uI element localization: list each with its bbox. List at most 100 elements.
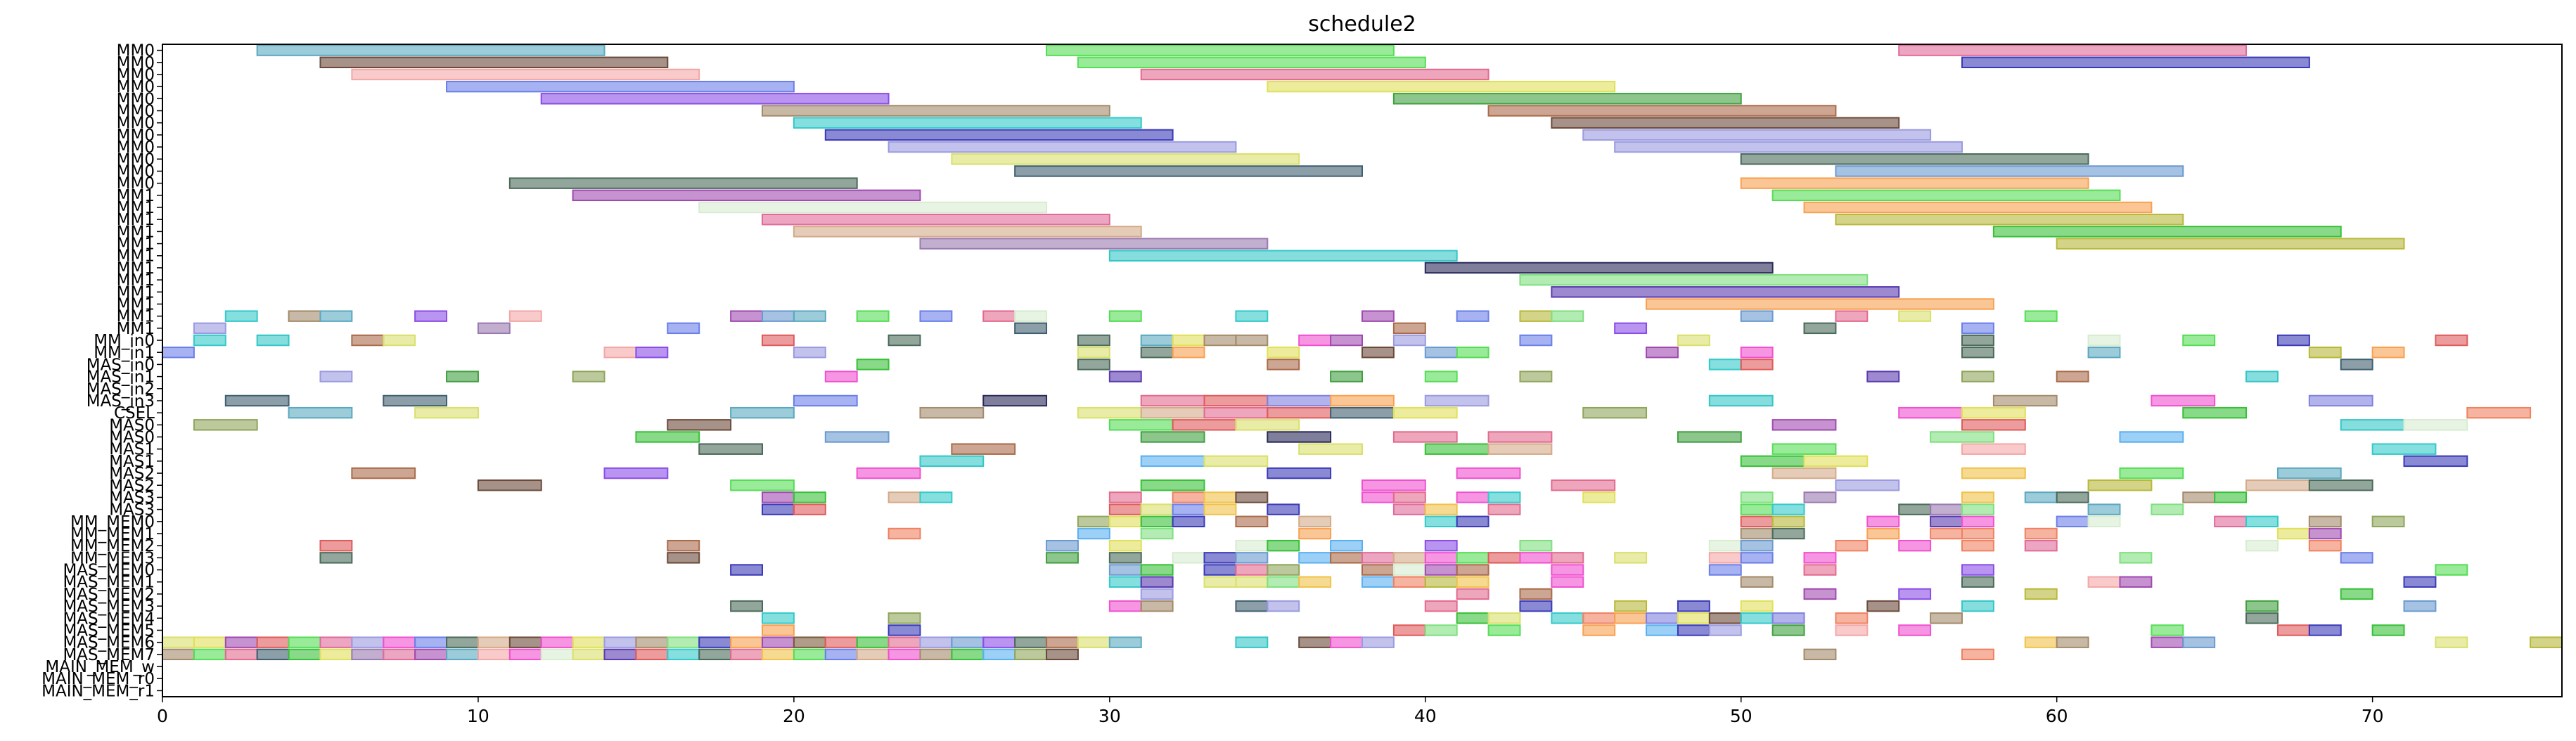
task-bar [508, 310, 542, 322]
task-bar [1961, 527, 1994, 540]
y-tick-label: MAS_in2 [86, 380, 155, 399]
task-bar [1267, 539, 1300, 552]
task-bar [1487, 552, 1521, 564]
task-bar [1235, 636, 1269, 648]
task-bar [730, 479, 795, 491]
task-bar [1361, 491, 1395, 503]
task-bar [982, 636, 1016, 648]
task-bar [1267, 406, 1332, 419]
task-bar [2371, 347, 2405, 359]
task-bar [319, 370, 353, 382]
task-bar [1361, 347, 1395, 359]
task-bar [856, 359, 890, 370]
task-bar [1740, 527, 1774, 540]
task-bar [887, 624, 921, 636]
task-bar [1424, 515, 1458, 528]
task-bar [919, 310, 953, 322]
task-bar [1014, 165, 1363, 177]
task-bar [2340, 359, 2373, 370]
task-bar [256, 648, 290, 661]
task-bar [2087, 515, 2121, 528]
task-bar [1424, 443, 1489, 455]
task-bar [603, 648, 637, 661]
task-bar [1677, 612, 1710, 624]
y-tick-label: MM0 [117, 175, 155, 193]
task-bar [1392, 491, 1426, 503]
task-bar [1330, 370, 1363, 382]
task-bar [1961, 648, 1994, 661]
task-bar [1803, 455, 1869, 468]
task-bar [1961, 491, 1994, 503]
task-bar [1930, 515, 1963, 528]
task-bar [1646, 298, 1994, 310]
task-bar [1298, 576, 1332, 588]
task-bar [1330, 539, 1363, 552]
task-bar [2403, 455, 2468, 468]
task-bar [667, 322, 700, 335]
task-bar [319, 539, 353, 552]
task-bar [1203, 334, 1237, 347]
task-bar [824, 431, 890, 443]
task-bar [1172, 491, 1205, 503]
task-bar [1014, 648, 1048, 661]
task-bar [1235, 564, 1269, 576]
task-bar [762, 334, 795, 347]
task-bar [1961, 576, 1994, 588]
task-bar [1614, 552, 1648, 564]
task-bar [1708, 394, 1774, 407]
task-bar [1740, 177, 2089, 189]
task-bar [2214, 515, 2248, 528]
task-bar [540, 636, 574, 648]
task-bar [1424, 600, 1458, 612]
task-bar [1835, 612, 1869, 624]
y-tick-label: MM1 [117, 259, 155, 278]
task-bar [1519, 273, 1869, 286]
task-bar [856, 467, 921, 479]
y-tick-label: MM0 [117, 115, 155, 133]
x-tick-label: 70 [2362, 706, 2384, 726]
x-tick-label: 30 [1098, 706, 1121, 726]
y-tick-label: MM_in0 [94, 332, 155, 350]
task-bar [1140, 334, 1174, 347]
task-bar [1014, 310, 1048, 322]
task-bar [2182, 491, 2216, 503]
task-bar [1267, 564, 1300, 576]
task-bar [162, 636, 195, 648]
task-bar [1235, 552, 1269, 564]
task-bar [1803, 322, 1837, 335]
y-tick-label: MM_MEM3 [70, 549, 155, 567]
task-bar [1267, 503, 1300, 515]
task-bar [1614, 322, 1648, 335]
y-tick-label: MAS_MEM7 [63, 646, 155, 664]
task-bar [2024, 491, 2058, 503]
y-tick-label: MM0 [117, 42, 155, 60]
task-bar [1235, 491, 1269, 503]
task-bar [2245, 370, 2279, 382]
task-bar [1140, 68, 1489, 81]
task-bar [2119, 552, 2153, 564]
task-bar [1740, 600, 1774, 612]
task-bar [1203, 503, 1237, 515]
y-tick-label: MM0 [117, 78, 155, 96]
task-bar [1392, 431, 1458, 443]
task-bar [1203, 406, 1269, 419]
task-bar [193, 322, 226, 335]
task-bar [193, 334, 226, 347]
task-bar [2403, 600, 2437, 612]
task-bar [1046, 636, 1079, 648]
task-bar [1740, 359, 1774, 370]
y-tick-label: MAS2 [109, 465, 155, 483]
task-bar [162, 347, 195, 359]
task-bar [2245, 515, 2279, 528]
task-bar [824, 648, 858, 661]
task-bar [1487, 431, 1553, 443]
task-bar [1866, 515, 1900, 528]
task-bar [1330, 334, 1363, 347]
task-bar [288, 636, 321, 648]
task-bar [1961, 334, 1994, 347]
task-bar [887, 527, 921, 540]
task-bar [2182, 406, 2248, 419]
task-bar [667, 419, 732, 431]
task-bar [1708, 564, 1742, 576]
y-tick-label: MM1 [117, 211, 155, 229]
